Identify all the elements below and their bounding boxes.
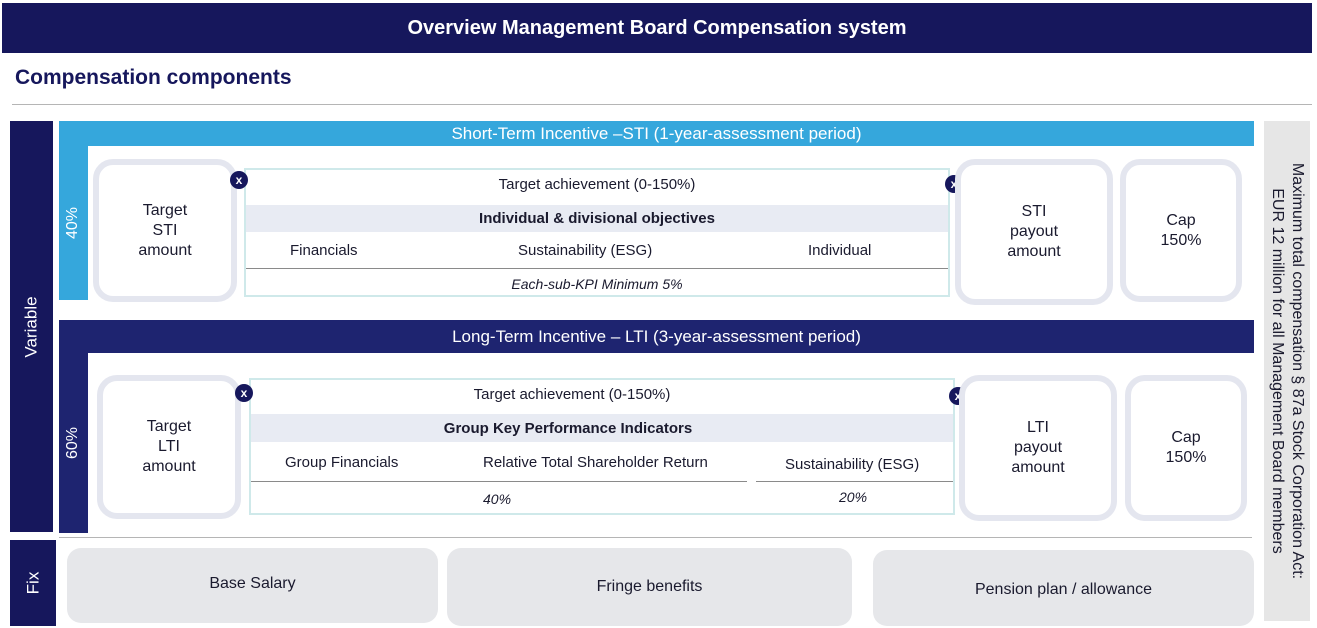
sti-col-individual: Individual bbox=[808, 242, 872, 259]
fix-divider bbox=[59, 537, 1252, 538]
sti-objectives-title: Individual & divisional objectives bbox=[479, 210, 715, 227]
target-lti-box: Target LTI amount bbox=[97, 375, 241, 519]
sti-table-line bbox=[246, 268, 948, 269]
fix-label-bar: Fix bbox=[10, 540, 56, 626]
max-compensation-line2: EUR 12 million for all Management Board … bbox=[1269, 188, 1287, 554]
target-sti-text: Target STI amount bbox=[138, 201, 192, 259]
max-compensation-line1: Maximum total compensation § 87a Stock C… bbox=[1289, 162, 1307, 580]
sti-col-sustainability: Sustainability (ESG) bbox=[518, 242, 653, 259]
lti-target-achievement-box: Target achievement (0-150%) Group Key Pe… bbox=[249, 378, 955, 515]
max-compensation-text: Maximum total compensation § 87a Stock C… bbox=[1267, 163, 1307, 579]
lti-target-achievement: Target achievement (0-150%) bbox=[473, 386, 671, 403]
lti-col-tsr: Relative Total Shareholder Return bbox=[483, 454, 708, 471]
pension-text: Pension plan / allowance bbox=[974, 581, 1152, 598]
lti-band: Long-Term Incentive – LTI (3-year-assess… bbox=[59, 320, 1254, 353]
target-sti-box: Target STI amount bbox=[93, 159, 237, 302]
sti-cap-box: Cap 150% bbox=[1120, 159, 1242, 302]
variable-label-bar: Variable bbox=[10, 121, 53, 532]
lti-cap-box: Cap 150% bbox=[1125, 375, 1247, 521]
lti-strip: 60% bbox=[59, 353, 88, 533]
lti-payout-text: LTI payout amount bbox=[1011, 419, 1065, 476]
sti-multiply-icon-1: x bbox=[230, 171, 248, 189]
lti-objectives-title: Group Key Performance Indicators bbox=[443, 420, 693, 437]
fix-item-base-salary: Base Salary bbox=[67, 548, 438, 623]
sti-band: Short-Term Incentive –STI (1-year-assess… bbox=[59, 121, 1254, 146]
sti-objectives-shade bbox=[246, 205, 948, 232]
fix-label: Fix bbox=[22, 571, 42, 595]
sti-payout-box: STI payout amount bbox=[955, 159, 1113, 305]
lti-cap-text: Cap 150% bbox=[1165, 429, 1207, 466]
lti-table-line-left bbox=[251, 481, 747, 482]
sti-percent: 40% bbox=[64, 206, 82, 240]
sti-col-financials: Financials bbox=[290, 242, 358, 259]
sti-strip: 40% bbox=[59, 146, 88, 300]
max-compensation-panel: Maximum total compensation § 87a Stock C… bbox=[1264, 121, 1310, 621]
target-lti-text: Target LTI amount bbox=[142, 418, 196, 475]
lti-weight-tsr: 40% bbox=[483, 491, 512, 507]
sti-cap-text: Cap 150% bbox=[1160, 211, 1202, 249]
sti-footnote: Each-sub-KPI Minimum 5% bbox=[511, 276, 683, 292]
lti-percent: 60% bbox=[64, 426, 82, 460]
lti-col-group-financials: Group Financials bbox=[285, 454, 399, 471]
section-divider bbox=[12, 104, 1312, 105]
base-salary-text: Base Salary bbox=[209, 574, 296, 592]
fix-item-fringe-benefits: Fringe benefits bbox=[447, 548, 852, 626]
lti-payout-box: LTI payout amount bbox=[959, 375, 1117, 521]
lti-weight-esg: 20% bbox=[839, 489, 868, 505]
lti-objectives-shade bbox=[251, 414, 953, 442]
sti-target-achievement-box: Target achievement (0-150%) Individual &… bbox=[244, 168, 950, 297]
sti-payout-text: STI payout amount bbox=[1007, 203, 1061, 260]
diagram-title: Overview Management Board Compensation s… bbox=[2, 3, 1312, 53]
variable-label: Variable bbox=[21, 295, 41, 358]
lti-col-sustainability: Sustainability (ESG) bbox=[785, 456, 920, 473]
lti-multiply-icon-1: x bbox=[235, 384, 253, 402]
fix-item-pension: Pension plan / allowance bbox=[873, 550, 1254, 626]
fringe-benefits-text: Fringe benefits bbox=[596, 578, 703, 595]
section-title: Compensation components bbox=[15, 66, 292, 89]
sti-target-achievement: Target achievement (0-150%) bbox=[498, 176, 696, 193]
lti-table-line-right bbox=[756, 481, 953, 482]
